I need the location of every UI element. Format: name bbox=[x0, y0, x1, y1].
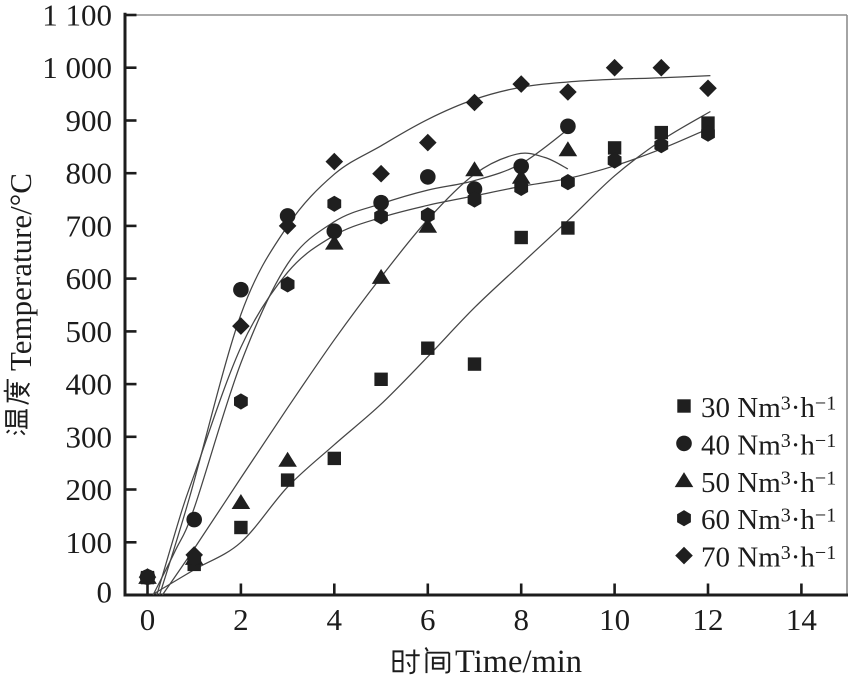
svg-text:600: 600 bbox=[66, 261, 113, 296]
svg-text:12: 12 bbox=[693, 602, 724, 637]
svg-text:Time/min: Time/min bbox=[455, 644, 582, 680]
svg-text:40 Nm3·h−1: 40 Nm3·h−1 bbox=[701, 429, 836, 461]
svg-text:400: 400 bbox=[66, 367, 113, 402]
svg-text:0: 0 bbox=[140, 602, 156, 637]
svg-text:1 100: 1 100 bbox=[42, 0, 112, 33]
svg-text:1 000: 1 000 bbox=[42, 50, 112, 85]
svg-text:0: 0 bbox=[97, 575, 113, 610]
svg-text:300: 300 bbox=[66, 419, 113, 454]
svg-text:60 Nm3·h−1: 60 Nm3·h−1 bbox=[701, 504, 836, 536]
svg-text:2: 2 bbox=[233, 602, 249, 637]
svg-text:500: 500 bbox=[66, 314, 113, 349]
svg-text:Temperature/°C: Temperature/°C bbox=[3, 173, 38, 371]
svg-text:50 Nm3·h−1: 50 Nm3·h−1 bbox=[701, 467, 836, 499]
svg-text:70 Nm3·h−1: 70 Nm3·h−1 bbox=[701, 542, 836, 574]
svg-text:30 Nm3·h−1: 30 Nm3·h−1 bbox=[701, 392, 836, 424]
svg-text:200: 200 bbox=[66, 472, 113, 507]
svg-text:8: 8 bbox=[513, 602, 529, 637]
svg-text:14: 14 bbox=[786, 602, 818, 637]
svg-text:10: 10 bbox=[599, 602, 630, 637]
svg-text:700: 700 bbox=[66, 208, 113, 243]
svg-text:900: 900 bbox=[66, 103, 113, 138]
svg-text:800: 800 bbox=[66, 156, 113, 191]
svg-text:4: 4 bbox=[327, 602, 343, 637]
svg-text:100: 100 bbox=[66, 525, 113, 560]
svg-text:6: 6 bbox=[420, 602, 436, 637]
